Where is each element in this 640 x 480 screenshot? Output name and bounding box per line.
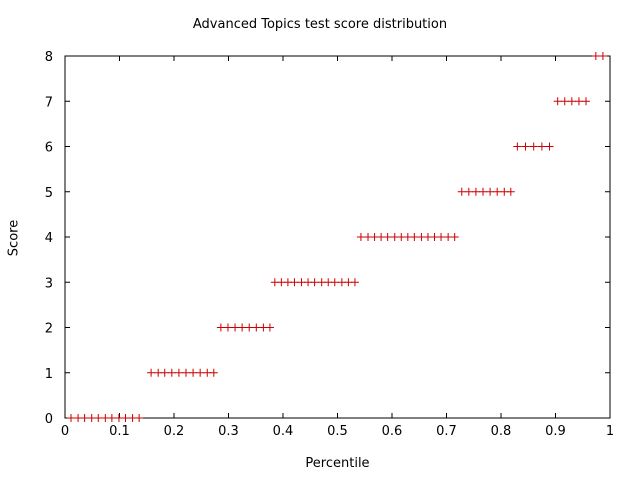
data-point — [537, 142, 546, 151]
x-tick-label: 0.9 — [545, 424, 566, 439]
data-point — [135, 414, 144, 422]
data-point — [383, 233, 392, 241]
y-tick-label: 7 — [45, 95, 53, 110]
data-point — [567, 97, 576, 106]
data-point — [356, 233, 365, 241]
y-tick-label: 2 — [45, 322, 53, 337]
data-point — [174, 368, 183, 377]
data-point — [121, 414, 130, 422]
x-tick-label: 0.8 — [491, 424, 512, 439]
axis-ticks: 0 0.1 0.2 0.3 0.4 0.5 0.6 0.7 0.8 0.9 1 0 1 2 3 4 5 6 7 8 — [45, 50, 614, 439]
data-point — [290, 278, 299, 287]
x-tick-label: 0.6 — [382, 424, 403, 439]
data-point — [209, 368, 218, 377]
data-point — [330, 278, 339, 287]
data-point — [147, 368, 156, 377]
chart-title: Advanced Topics test score distribution — [192, 17, 448, 32]
data-point — [94, 414, 103, 422]
data-point — [493, 187, 502, 196]
data-point — [553, 97, 562, 106]
data-point — [513, 142, 522, 151]
data-point — [245, 323, 254, 332]
x-tick-label: 1 — [606, 424, 614, 439]
data-point — [560, 97, 569, 106]
data-point — [529, 142, 538, 151]
data-point — [265, 323, 274, 332]
data-point — [310, 278, 319, 287]
data-point — [479, 187, 488, 196]
y-tick-label: 3 — [45, 276, 53, 291]
x-tick-label: 0.1 — [109, 424, 130, 439]
x-tick-label: 0.2 — [164, 424, 185, 439]
y-axis-label: Score — [6, 219, 22, 257]
y-tick-label: 6 — [45, 141, 53, 156]
data-point — [486, 187, 495, 196]
data-point — [160, 368, 169, 377]
data-point — [181, 368, 190, 377]
data-point — [582, 97, 591, 106]
data-point — [189, 368, 198, 377]
data-point — [107, 414, 116, 422]
y-tick-label: 5 — [45, 186, 53, 201]
y-tick-label: 8 — [45, 50, 53, 65]
x-tick-label: 0 — [61, 424, 69, 439]
data-point — [521, 142, 530, 151]
data-points — [66, 52, 607, 422]
plot-frame — [64, 55, 611, 419]
x-tick-label: 0.5 — [327, 424, 348, 439]
data-point — [238, 323, 247, 332]
data-point — [450, 233, 459, 241]
data-point — [231, 323, 240, 332]
data-point — [252, 323, 261, 332]
data-point — [464, 187, 473, 196]
data-point — [66, 414, 75, 422]
data-point — [80, 414, 89, 422]
data-point — [591, 52, 600, 60]
data-point — [506, 187, 515, 196]
y-tick-label: 1 — [45, 367, 53, 382]
data-point — [471, 187, 480, 196]
data-point — [196, 368, 205, 377]
data-point — [216, 323, 225, 332]
data-point — [574, 97, 583, 106]
x-axis-label: Percentile — [305, 456, 370, 471]
data-point — [457, 187, 466, 196]
x-tick-label: 0.7 — [436, 424, 457, 439]
data-point — [545, 142, 554, 151]
data-point — [223, 323, 232, 332]
x-tick-label: 0.3 — [218, 424, 239, 439]
data-point — [410, 233, 419, 241]
data-point — [350, 278, 359, 287]
x-tick-label: 0.4 — [273, 424, 294, 439]
y-tick-label: 4 — [45, 231, 53, 246]
y-tick-label: 0 — [45, 412, 53, 427]
data-point — [437, 233, 446, 241]
data-point — [598, 52, 607, 60]
data-point — [167, 368, 176, 377]
